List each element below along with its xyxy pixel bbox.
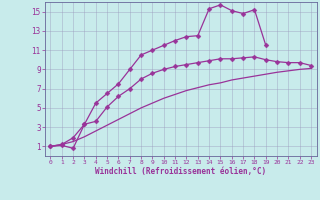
X-axis label: Windchill (Refroidissement éolien,°C): Windchill (Refroidissement éolien,°C) <box>95 167 266 176</box>
